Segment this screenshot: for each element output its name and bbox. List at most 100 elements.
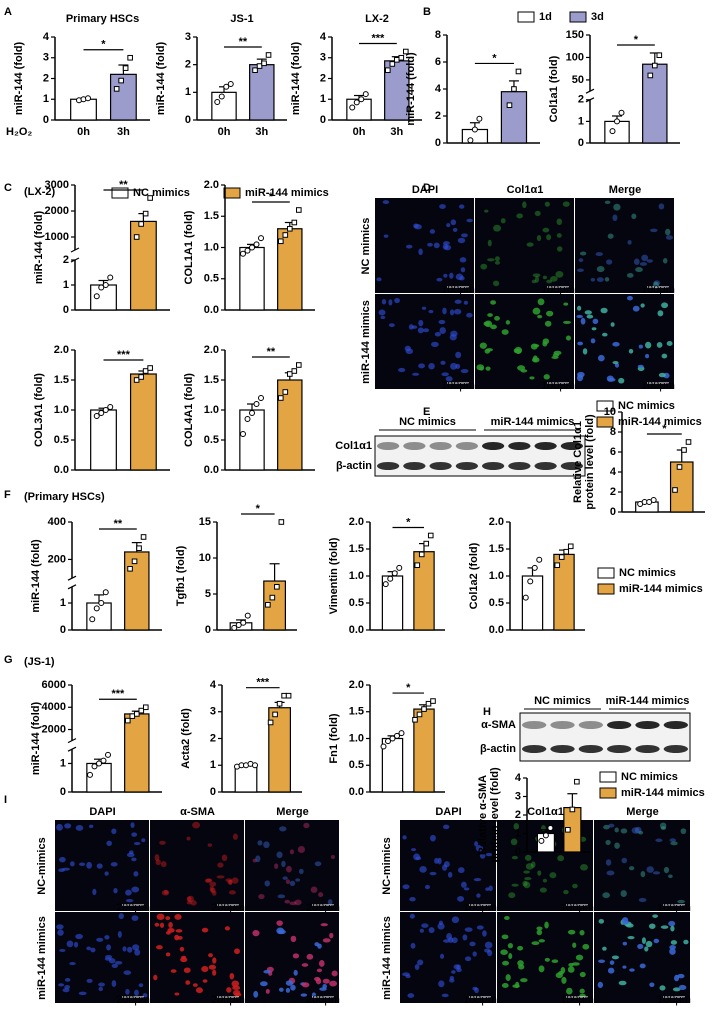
cell <box>209 885 214 892</box>
y-tick-label: 0.0 <box>204 304 219 316</box>
scale-label: 200μm <box>306 902 340 914</box>
data-point <box>105 751 111 758</box>
cell <box>78 991 87 996</box>
band <box>534 442 557 450</box>
y-axis-label: miR-144 (fold) <box>405 52 417 126</box>
cell <box>669 948 676 955</box>
cell <box>492 280 500 287</box>
cell <box>476 364 485 371</box>
cell <box>290 935 297 943</box>
data-point <box>214 99 221 106</box>
y-tick-label: 3 <box>320 52 326 64</box>
panel-letter: E <box>423 406 430 418</box>
y-tick-label: 1 <box>515 827 521 839</box>
cell <box>421 306 427 310</box>
scale-label: 200μm <box>306 994 340 1006</box>
cell <box>329 980 338 987</box>
cell <box>488 885 493 892</box>
cell <box>450 362 458 370</box>
cell <box>263 841 270 849</box>
y-tick-label: 1.0 <box>204 404 219 416</box>
cell <box>424 884 431 890</box>
significance-label: * <box>406 682 411 694</box>
cell <box>513 823 520 830</box>
cell <box>466 218 473 223</box>
y-tick-label: 2 <box>435 110 441 122</box>
y-tick-label: 2.0 <box>54 344 69 356</box>
cell <box>487 949 493 957</box>
cell <box>567 929 576 935</box>
cell <box>641 254 649 262</box>
y-tick-label: 0.5 <box>54 434 69 446</box>
cell <box>505 974 511 982</box>
y-tick-label: 0 <box>210 786 216 798</box>
cell <box>532 273 541 278</box>
cell <box>653 938 660 944</box>
data-point <box>231 624 238 631</box>
data-point <box>252 67 258 74</box>
cell <box>156 945 163 950</box>
cell <box>555 270 564 278</box>
cell <box>201 927 209 933</box>
data-point <box>421 706 427 712</box>
data-point <box>134 711 140 717</box>
cell <box>382 200 390 205</box>
y-tick-label: 1.5 <box>54 374 69 386</box>
chart-title: JS-1 <box>230 13 253 25</box>
data-point <box>296 207 302 213</box>
cell <box>476 893 481 898</box>
cell <box>571 962 580 966</box>
cell <box>383 234 389 238</box>
cell <box>485 887 490 891</box>
data-point <box>249 244 255 251</box>
cell <box>412 372 420 376</box>
data-point <box>282 232 289 238</box>
y-tick-label: 1.0 <box>349 732 364 744</box>
cell <box>227 880 233 885</box>
cell <box>202 979 208 983</box>
cell <box>192 821 201 829</box>
cell <box>212 969 217 976</box>
micrograph-row-label: NC-mimics <box>36 837 48 894</box>
cell <box>217 862 224 868</box>
cell <box>186 901 192 905</box>
treatment-label: H₂O₂ <box>6 126 32 138</box>
cell <box>566 987 573 995</box>
axis-break <box>67 738 77 744</box>
y-tick-label: 1.0 <box>204 241 219 253</box>
cell <box>277 929 286 935</box>
y-tick-label: 2 <box>63 254 69 266</box>
cell <box>544 921 549 929</box>
cell <box>565 335 572 341</box>
blot-row-label: β-actin <box>480 743 516 755</box>
cell <box>201 966 209 973</box>
cell <box>436 277 443 282</box>
band <box>663 721 688 729</box>
cell <box>524 876 532 881</box>
cell <box>378 309 386 316</box>
micrograph-header: Col1α1 <box>507 184 544 196</box>
cell <box>476 925 484 930</box>
bar <box>124 713 150 793</box>
cell <box>484 941 493 949</box>
cell <box>122 946 127 952</box>
cell <box>639 262 648 266</box>
data-point <box>147 365 153 371</box>
cell <box>409 897 416 902</box>
y-tick-label: 2.0 <box>489 516 504 528</box>
cell <box>536 235 542 242</box>
micrograph <box>150 820 244 911</box>
cell <box>154 854 160 861</box>
cell <box>546 279 553 284</box>
cell <box>92 888 97 896</box>
cell <box>544 320 552 327</box>
cell <box>86 978 93 983</box>
cell <box>597 354 605 362</box>
band <box>508 462 531 470</box>
micrograph-header: DAPI <box>412 184 438 196</box>
cell <box>224 926 230 931</box>
panel-letter: H <box>483 706 491 718</box>
cell <box>186 836 191 841</box>
cell <box>433 242 440 249</box>
cell <box>638 897 647 903</box>
